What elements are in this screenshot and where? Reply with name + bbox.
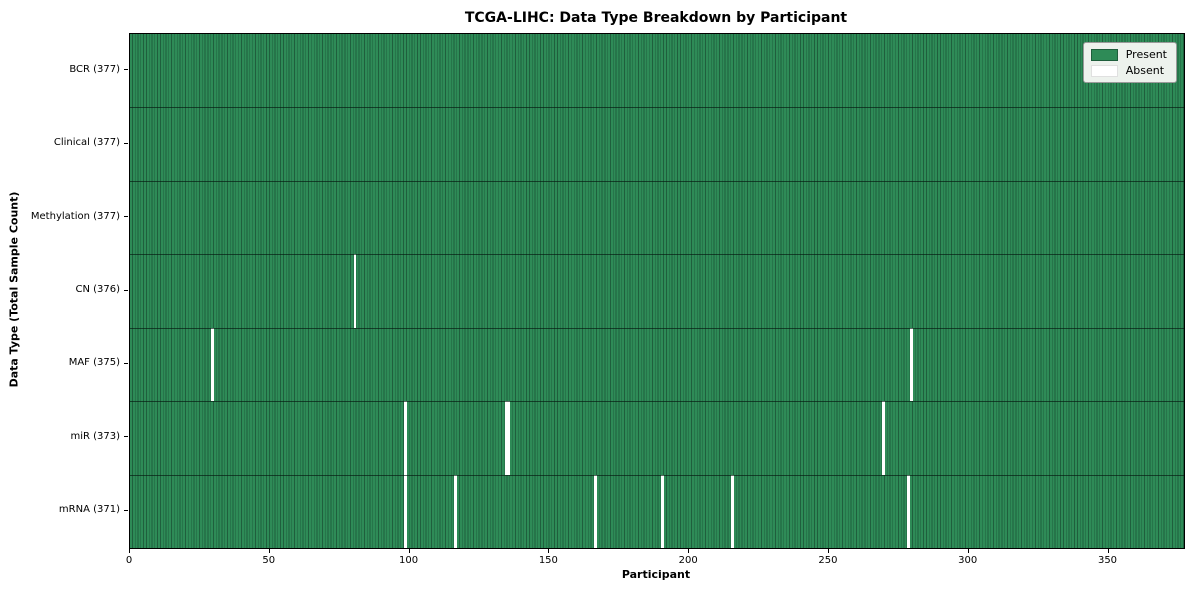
absent-cell-miR-269	[882, 401, 885, 475]
legend-label-absent: Absent	[1125, 64, 1165, 77]
absent-cell-miR-135	[507, 401, 511, 475]
y-tick-mark	[124, 362, 128, 364]
absent-cell-mRNA-116	[454, 474, 458, 548]
x-tick-label-300: 300	[958, 555, 978, 566]
x-tick-mark	[967, 549, 969, 553]
x-tick-label-250: 250	[818, 555, 838, 566]
x-tick-label-200: 200	[678, 555, 698, 566]
absent-cell-MAF-29	[211, 327, 214, 402]
absent-cell-mRNA-190	[661, 474, 664, 548]
x-tick-mark	[1107, 549, 1109, 553]
row-separator	[130, 474, 1184, 476]
x-tick-mark	[129, 549, 130, 553]
absent-cell-mRNA-215	[731, 474, 734, 548]
heatmap-row-Methylation	[130, 180, 1184, 255]
y-tick-label-Methylation: Methylation (377)	[30, 210, 120, 222]
legend: Present Absent	[1082, 42, 1177, 83]
legend-item-present: Present	[1090, 48, 1167, 61]
y-tick-mark	[124, 69, 128, 71]
x-tick-mark	[827, 549, 829, 553]
absent-cell-miR-98	[403, 401, 407, 475]
x-tick-label-350: 350	[1097, 555, 1118, 566]
plot-area: Present Absent	[129, 33, 1185, 549]
x-tick-label-150: 150	[538, 555, 558, 566]
y-tick-mark	[124, 509, 128, 511]
x-tick-label-50: 50	[262, 555, 276, 566]
row-separator	[130, 327, 1184, 329]
y-tick-mark	[124, 436, 128, 438]
y-tick-label-mRNA: mRNA (371)	[58, 504, 120, 516]
row-separator	[130, 401, 1184, 403]
y-tick-label-miR: miR (373)	[70, 430, 120, 442]
row-separator	[130, 107, 1184, 109]
absent-cell-mRNA-98	[403, 474, 407, 548]
x-axis-label: Participant	[621, 568, 691, 581]
legend-item-absent: Absent	[1090, 64, 1167, 77]
absent-cell-mRNA-166	[594, 474, 597, 548]
absent-cell-mRNA-278	[907, 474, 910, 548]
absent-cell-CN-80	[353, 254, 357, 328]
x-tick-label-100: 100	[399, 555, 419, 566]
heatmap-row-mRNA	[130, 474, 1184, 548]
chart-title: TCGA-LIHC: Data Type Breakdown by Partic…	[464, 10, 848, 26]
row-separator	[130, 254, 1184, 256]
y-tick-mark	[124, 142, 128, 144]
y-tick-label-Clinical: Clinical (377)	[53, 137, 120, 149]
x-tick-label-0: 0	[125, 555, 133, 566]
absent-cell-miR-134	[504, 401, 508, 475]
heatmap-row-miR	[130, 401, 1184, 475]
heatmap-row-Clinical	[130, 107, 1184, 181]
heatmap-row-CN	[130, 254, 1184, 328]
x-tick-mark	[548, 549, 550, 553]
y-tick-mark	[124, 216, 128, 218]
y-tick-label-CN: CN (376)	[75, 284, 120, 295]
x-tick-mark	[268, 549, 270, 553]
row-separator	[130, 180, 1184, 182]
present-swatch	[1090, 48, 1118, 61]
y-tick-label-MAF: MAF (375)	[68, 357, 120, 369]
x-tick-mark	[408, 549, 410, 553]
absent-swatch	[1090, 64, 1118, 77]
x-tick-mark	[688, 549, 690, 553]
y-tick-mark	[124, 289, 128, 291]
y-tick-label-BCR: BCR (377)	[69, 63, 120, 75]
heatmap-row-BCR	[130, 34, 1184, 108]
heatmap-row-MAF	[130, 327, 1184, 402]
legend-label-present: Present	[1125, 48, 1167, 61]
absent-cell-MAF-279	[910, 327, 913, 402]
